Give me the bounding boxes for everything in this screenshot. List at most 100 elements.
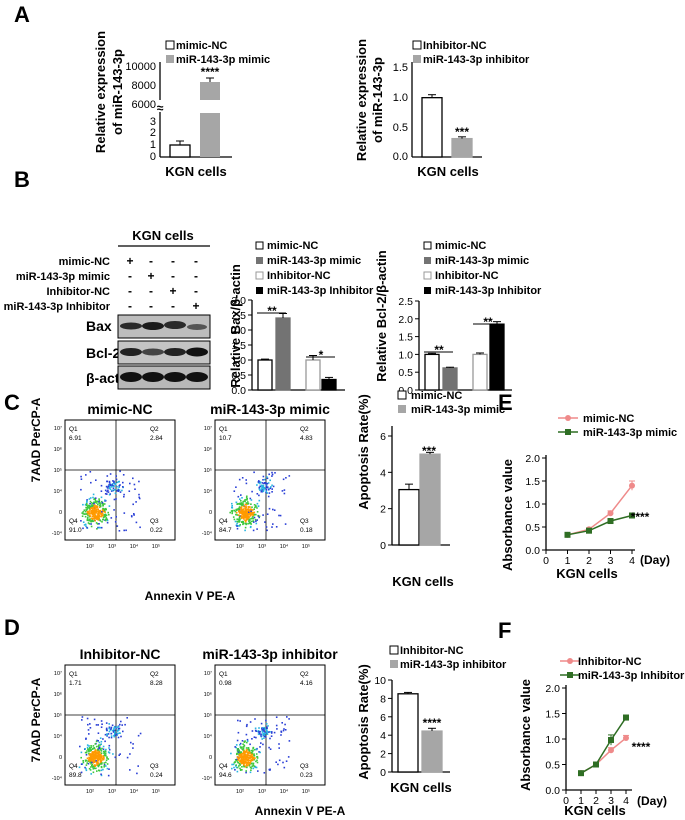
f-legend-1: Inhibitor-NC [578, 656, 642, 668]
b-bax-bar-2 [275, 317, 291, 391]
d2-q1-value: 0.98 [219, 680, 232, 687]
a-left-legend-1: mimic-NC [176, 40, 227, 52]
a-left-sig: **** [201, 65, 220, 79]
b-bax-tick-3: 1.5 [231, 340, 246, 352]
e-xtick-3: 3 [608, 555, 614, 567]
f-series-line-1 [580, 737, 627, 774]
e-xtick-2: 2 [586, 555, 592, 567]
blot-sign-r4-c2: - [149, 299, 153, 313]
c-tick-0: 0 [380, 540, 386, 552]
a-left-bar-mimic-nc [169, 144, 191, 158]
f-ytick-3: 1.5 [545, 709, 560, 721]
e-series-line-1 [567, 485, 633, 536]
c1-xtick-2: 10⁴ [130, 543, 139, 550]
d-bar-2 [421, 730, 443, 773]
b-bcl-legend-swatch-2 [424, 257, 431, 264]
d2-q3-value: 0.23 [300, 772, 313, 779]
d1-ytick-4: 0 [59, 755, 62, 761]
b-bax-tick-6: 3.0 [231, 295, 246, 307]
c1-ytick-2: 10⁵ [54, 467, 62, 474]
f-s2-point-4 [623, 714, 629, 721]
d1-q3-label: Q3 [150, 763, 159, 770]
panel-b-bax-chart: mimic-NC miR-143-3p mimic Inhibitor-NC m… [228, 240, 374, 397]
blot-row-label-2: miR-143-3p mimic [16, 271, 110, 283]
e-s1-point-4 [629, 482, 635, 489]
d-legend-swatch-1 [389, 645, 399, 655]
e-ytick-3: 1.5 [525, 476, 540, 488]
c2-q2-label: Q2 [300, 426, 309, 433]
blot-sign-r2-c2: + [147, 269, 154, 283]
d1-ytick-2: 10⁵ [54, 712, 62, 719]
f-sig: **** [632, 740, 651, 754]
panel-label-f: F [498, 618, 511, 643]
c2-q1-label: Q1 [219, 426, 228, 433]
c2-q4-label: Q4 [219, 518, 228, 525]
western-blot-panel: KGN cells mimic-NC miR-143-3p mimic Inhi… [4, 228, 211, 390]
a-right-legend-swatch-2 [413, 55, 421, 63]
d2-q3-label: Q3 [300, 763, 309, 770]
c1-ytick-5: -10⁴ [52, 530, 63, 537]
d2-flow-title: miR-143-3p inhibitor [202, 646, 338, 662]
panel-a-left-chart: Relative expression of miR-143-3p ≈ 1000… [93, 31, 270, 179]
d2-xtick-3: 10⁵ [302, 788, 310, 795]
d2-ytick-5: -10⁴ [202, 775, 213, 782]
c1-xtick-0: 10² [86, 544, 94, 550]
c-legend-1: mimic-NC [411, 390, 462, 402]
a-left-tick-10000: 10000 [125, 61, 156, 73]
a-left-tick-6000: 6000 [132, 99, 156, 111]
e-s2-point-4 [629, 512, 635, 519]
c-tick-3: 6 [380, 431, 386, 443]
d1-q4-label: Q4 [69, 763, 78, 770]
f-s1-point-4 [623, 734, 629, 741]
a-right-xlabel: KGN cells [417, 164, 478, 179]
d-tick-3: 6 [380, 712, 386, 724]
b-bcl-bar-2 [442, 367, 458, 391]
blot-sign-r4-c4: + [192, 299, 199, 313]
c-tick-2: 4 [380, 467, 386, 479]
c1-flow-frame [64, 419, 176, 541]
e-s1-point-3 [607, 510, 614, 517]
f-xtick-2: 2 [593, 795, 599, 807]
c2-xtick-3: 10⁵ [302, 543, 310, 550]
f-ytick-0: 0.0 [545, 785, 560, 797]
d2-scatter-cloud [230, 716, 291, 774]
b-bax-legend-swatch-3 [255, 271, 264, 280]
e-xtick-4: 4 [629, 555, 635, 567]
f-ytick-2: 1.0 [545, 734, 560, 746]
e-legend-marker-1 [565, 415, 571, 421]
b-bax-bar-1 [257, 359, 273, 391]
d1-scatter-cloud [78, 716, 142, 777]
d2-xtick-0: 10² [236, 789, 244, 795]
f-xtick-4: 4 [623, 795, 629, 807]
b-bax-sig-2: * [319, 348, 324, 362]
blot-sign-r4-c1: - [128, 299, 132, 313]
c2-q3-label: Q3 [300, 518, 309, 525]
b-bcl-legend-swatch-1 [423, 241, 432, 250]
blot-sign-r3-c1: - [128, 284, 132, 298]
f-xlabel: KGN cells [564, 803, 625, 818]
c-flow-xlabel: Annexin V PE-A [145, 589, 236, 603]
c2-q2-value: 4.83 [300, 435, 313, 442]
c-tick-1: 2 [380, 504, 386, 516]
c-ylabel: Apoptosis Rate(%) [356, 394, 371, 510]
d1-xtick-3: 10⁵ [152, 788, 160, 795]
b-bcl-legend-4: miR-143-3p Inhibitor [435, 285, 542, 297]
panel-a-right-chart: Relative expression of miR-143-3p 0.0 0.… [354, 39, 530, 179]
c1-flow-plot: mimic-NC Q1 6.91 Q2 2.84 Q3 0.22 Q4 91.0 10⁷ 10⁶ 10… [52, 401, 176, 550]
a-right-tick-1: 0.5 [393, 122, 408, 134]
f-legend-marker-1 [567, 658, 573, 664]
panel-label-b: B [14, 167, 30, 192]
c1-ytick-3: 10⁴ [54, 488, 63, 495]
c1-flow-title: mimic-NC [87, 401, 152, 417]
c1-xtick-1: 10³ [108, 544, 116, 550]
d1-q1-value: 1.71 [69, 680, 82, 687]
d2-xtick-2: 10⁴ [280, 788, 289, 795]
c-legend-swatch-2 [398, 405, 406, 413]
b-bcl-bar-3 [472, 353, 488, 391]
f-series-line-2 [580, 717, 627, 774]
e-s2-point-1 [564, 531, 571, 538]
d2-q4-label: Q4 [219, 763, 228, 770]
panel-c-apoptosis-chart: mimic-NC miR-143-3p mimic Apoptosis Rate… [356, 390, 505, 589]
e-xtick-1: 1 [565, 555, 571, 567]
blot-sign-r2-c4: - [194, 269, 198, 283]
